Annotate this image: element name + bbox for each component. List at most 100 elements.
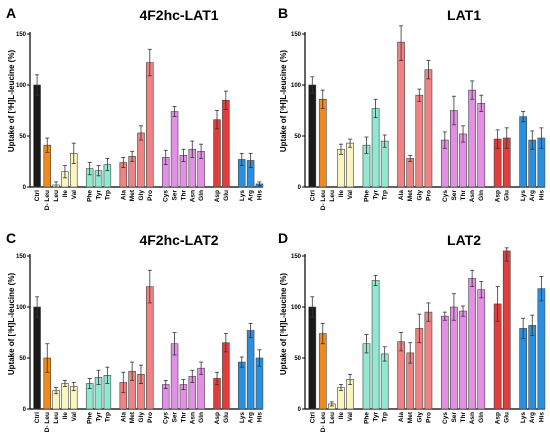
panel-letter: C	[6, 230, 16, 246]
bar-ser	[450, 306, 458, 410]
x-tick-label: Tyr	[373, 190, 380, 200]
x-tick-label: Pro	[425, 190, 432, 201]
x-tick-label: Trp	[104, 190, 111, 200]
bar-pro	[424, 69, 433, 188]
x-tick-label: Met	[407, 189, 414, 201]
x-tick-label: D- Leu	[320, 412, 327, 432]
bar-arg	[246, 330, 255, 410]
y-tick-label: 150	[16, 254, 27, 260]
bar-ala	[397, 41, 405, 188]
x-tick-label: Cys	[163, 412, 170, 424]
x-tick-label: Asn	[189, 412, 196, 424]
x-tick-label: Glu	[504, 412, 511, 423]
chart-title: 4F2hc-LAT2	[139, 232, 218, 248]
x-tick-label: Gln	[198, 190, 205, 201]
x-tick-label: Ser	[172, 412, 179, 423]
x-tick-label: Asp	[214, 190, 221, 202]
x-tick-label: Asn	[469, 412, 476, 424]
x-tick-label: Cys	[442, 190, 449, 202]
x-tick-label: D- Leu	[320, 190, 327, 210]
x-tick-label: Asp	[214, 412, 221, 424]
bar-arg	[528, 325, 537, 410]
x-tick-label: His	[538, 412, 545, 423]
y-axis-label: Uptake of [³H]L-leucine (%)	[7, 50, 16, 153]
x-tick-label: Ctrl	[309, 190, 316, 201]
panel-letter: A	[6, 5, 16, 21]
bar-gln	[477, 103, 486, 188]
x-tick-label: Pro	[147, 190, 154, 201]
x-tick-label: Leu	[53, 190, 60, 202]
y-tick-label: 100	[16, 305, 27, 311]
bar-ala	[397, 341, 405, 410]
x-tick-label: Tyr	[96, 412, 103, 422]
bar-lys	[519, 328, 527, 410]
y-tick-label: 150	[16, 32, 27, 38]
bar-trp	[380, 353, 389, 410]
x-tick-label: Phe	[87, 190, 94, 202]
x-tick-label: Arg	[248, 412, 255, 423]
x-tick-label: Val	[347, 412, 354, 422]
x-tick-label: Gln	[478, 412, 485, 423]
x-tick-label: Ser	[172, 190, 179, 201]
x-tick-label: Arg	[248, 190, 255, 201]
x-tick-label: Gln	[478, 190, 485, 201]
chart-panel-d: D LAT2 Uptake of [³H]L-leucine (%) 0 50 100 15…	[278, 230, 545, 432]
y-tick-label: 50	[19, 356, 26, 362]
chart-panel-b: B LAT1 Uptake of [³H]L-leucine (%) 0 50 100 15…	[278, 5, 545, 210]
bar-trp	[380, 140, 389, 188]
x-tick-label: Arg	[529, 190, 536, 201]
x-tick-label: Leu	[329, 190, 336, 202]
y-tick-label: 100	[291, 305, 302, 311]
x-tick-label: Leu	[329, 412, 336, 424]
x-tick-label: Ser	[451, 190, 458, 201]
bar-gly	[137, 132, 145, 188]
x-tick-label: Glu	[504, 190, 511, 201]
x-tick-label: Lys	[520, 412, 527, 423]
bar-ctrl	[308, 306, 317, 410]
x-tick-label: Trp	[382, 412, 389, 422]
x-tick-label: Val	[347, 190, 354, 200]
y-tick-label: 0	[23, 407, 27, 413]
bar-ctrl	[33, 306, 41, 410]
x-tick-label: Trp	[382, 190, 389, 200]
x-tick-label: Asn	[469, 190, 476, 202]
x-tick-label: Asn	[189, 190, 196, 202]
x-tick-label: Pro	[147, 412, 154, 423]
x-tick-label: Gln	[198, 412, 205, 423]
x-tick-label: D- Leu	[44, 190, 51, 210]
bar-phe	[362, 343, 371, 410]
bar-glu	[502, 250, 511, 410]
x-tick-label: Gly	[138, 412, 145, 423]
x-tick-label: Ctrl	[34, 190, 41, 201]
bar-asn	[468, 89, 476, 188]
x-tick-label: Met	[407, 411, 414, 423]
bar-ctrl	[33, 84, 41, 188]
x-tick-label: Tyr	[96, 190, 103, 200]
x-tick-label: Trp	[104, 412, 111, 422]
x-tick-label: Val	[71, 190, 78, 200]
x-tick-label: Arg	[529, 412, 536, 423]
y-tick-label: 0	[23, 185, 27, 191]
bar-ctrl	[308, 84, 317, 188]
x-tick-label: Ile	[338, 412, 345, 420]
bar-his	[537, 288, 546, 410]
x-tick-label: Tyr	[373, 412, 380, 422]
x-tick-label: Cys	[442, 412, 449, 424]
x-tick-label: Glu	[223, 190, 230, 201]
x-tick-label: Pro	[425, 412, 432, 423]
y-tick-label: 50	[294, 356, 301, 362]
chart-title: LAT1	[447, 7, 481, 23]
x-tick-label: Lys	[520, 190, 527, 201]
bar-gln	[477, 289, 486, 410]
x-tick-label: Ile	[62, 412, 69, 420]
bar-ser	[170, 111, 179, 188]
x-tick-label: Glu	[223, 412, 230, 423]
bar-pro	[424, 311, 433, 410]
y-tick-label: 0	[298, 407, 302, 413]
bar-tyr	[371, 108, 380, 188]
bar-tyr	[371, 280, 380, 410]
x-tick-label: Phe	[87, 412, 94, 424]
x-tick-label: Gly	[416, 190, 423, 201]
y-tick-label: 50	[294, 134, 301, 140]
x-tick-label: His	[538, 190, 545, 201]
